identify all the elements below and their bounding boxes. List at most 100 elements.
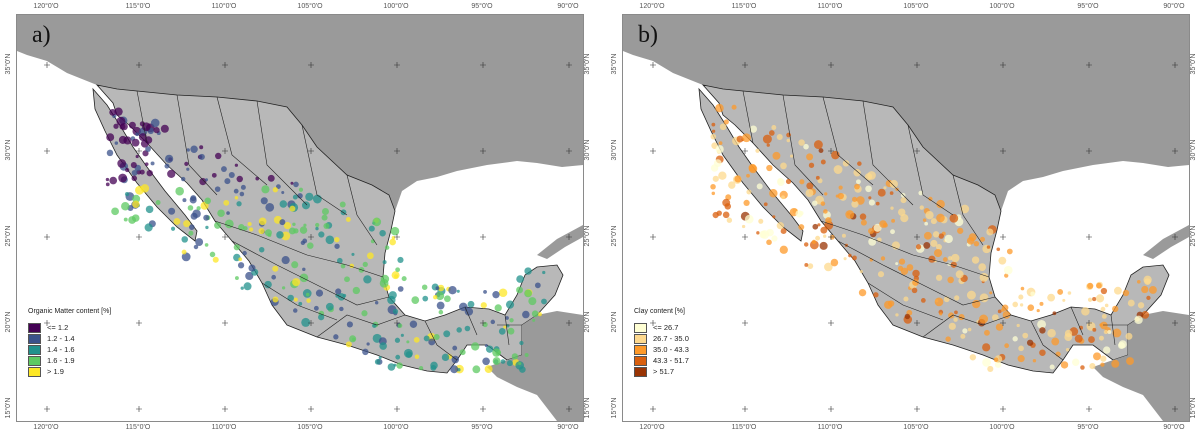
legend-label: 43.3 - 51.7	[653, 356, 689, 365]
graticule-cross	[1086, 406, 1092, 412]
data-patch	[1000, 308, 1005, 312]
graticule-cross	[1000, 234, 1006, 240]
graticule-cross	[394, 148, 400, 154]
data-patch	[456, 327, 462, 333]
data-patch	[766, 239, 772, 246]
data-patch	[140, 184, 150, 193]
longitude-tick-label: 105°0'O	[297, 3, 323, 10]
data-patch	[811, 239, 817, 245]
data-patch	[321, 214, 328, 221]
data-patch	[209, 251, 216, 258]
data-patch	[723, 119, 729, 125]
graticule-cross	[650, 406, 656, 412]
data-patch	[315, 222, 320, 228]
data-patch	[843, 257, 847, 261]
data-patch	[485, 345, 494, 353]
data-patch	[1018, 294, 1024, 300]
data-patch	[237, 262, 245, 269]
data-patch	[306, 298, 311, 303]
data-patch	[349, 335, 357, 343]
data-patch	[856, 196, 865, 205]
data-patch	[541, 298, 547, 305]
data-patch	[397, 323, 403, 329]
data-patch	[1127, 299, 1135, 307]
data-patch	[106, 133, 115, 142]
data-patch	[305, 292, 310, 297]
data-patch	[1126, 357, 1134, 366]
data-patch	[1006, 248, 1013, 255]
graticule-cross	[394, 62, 400, 68]
data-patch	[211, 172, 217, 178]
graticule-cross	[480, 320, 486, 326]
latitude-tick-label: 30°0'N	[4, 139, 12, 161]
panel-b: 120°0'O 120°0'O 115°0'O 115°0'O 110°0'O 110°0…	[608, 0, 1198, 431]
data-patch	[281, 255, 290, 265]
data-patch	[838, 185, 843, 190]
graticule-cross	[828, 234, 834, 240]
data-patch	[766, 164, 773, 172]
panel-label: b)	[638, 22, 658, 48]
data-patch	[534, 282, 541, 289]
data-patch	[760, 230, 770, 239]
data-patch	[852, 255, 857, 261]
data-patch	[1146, 295, 1151, 301]
latitude-tick-label: 25°0'N	[1190, 225, 1198, 247]
data-patch	[188, 224, 195, 230]
longitude-tick-label: 105°0'O	[903, 424, 929, 431]
map-svg	[623, 15, 1189, 421]
data-patch	[436, 301, 445, 310]
data-patch	[131, 169, 138, 176]
graticule-cross	[394, 234, 400, 240]
longitude-tick-label: 115°0'O	[731, 424, 757, 431]
data-patch	[421, 284, 428, 290]
graticule-cross	[742, 234, 748, 240]
data-patch	[935, 274, 943, 281]
latitude-tick-label: 25°0'N	[4, 225, 12, 247]
graticule-cross	[1172, 148, 1178, 154]
legend-title: Organic Matter content [%]	[28, 308, 112, 315]
data-patch	[857, 161, 862, 166]
data-patch	[880, 256, 886, 261]
data-patch	[363, 275, 372, 284]
data-patch	[345, 341, 352, 348]
data-patch	[722, 198, 731, 207]
data-patch	[995, 323, 1004, 331]
data-patch	[537, 312, 542, 317]
data-patch	[387, 295, 396, 305]
data-patch	[255, 176, 260, 181]
data-patch	[1057, 289, 1064, 295]
data-patch	[379, 229, 386, 237]
data-patch	[915, 244, 922, 250]
data-patch	[292, 278, 301, 287]
data-patch	[299, 273, 309, 283]
data-patch	[188, 230, 194, 236]
data-patch	[283, 222, 292, 230]
data-patch	[1136, 279, 1141, 284]
graticule-cross	[650, 234, 656, 240]
data-patch	[302, 238, 308, 244]
data-patch	[786, 138, 791, 143]
data-patch	[301, 317, 311, 327]
data-patch	[928, 196, 933, 202]
data-patch	[997, 309, 1002, 314]
data-patch	[117, 159, 127, 168]
data-patch	[979, 293, 989, 303]
data-patch	[464, 307, 474, 316]
data-patch	[258, 217, 267, 226]
data-patch	[212, 256, 219, 263]
data-patch	[291, 261, 299, 269]
data-patch	[524, 267, 532, 275]
graticule-cross	[1086, 62, 1092, 68]
data-patch	[298, 301, 303, 306]
data-patch	[889, 179, 898, 189]
data-patch	[756, 231, 760, 235]
graticule-cross	[828, 148, 834, 154]
data-patch	[214, 221, 221, 229]
data-patch	[1004, 343, 1010, 349]
data-patch	[799, 179, 805, 185]
data-patch	[812, 223, 819, 230]
data-patch	[780, 228, 787, 235]
graticule-cross	[44, 320, 50, 326]
data-patch	[120, 122, 128, 131]
legend-label: 26.7 - 35.0	[653, 334, 689, 343]
